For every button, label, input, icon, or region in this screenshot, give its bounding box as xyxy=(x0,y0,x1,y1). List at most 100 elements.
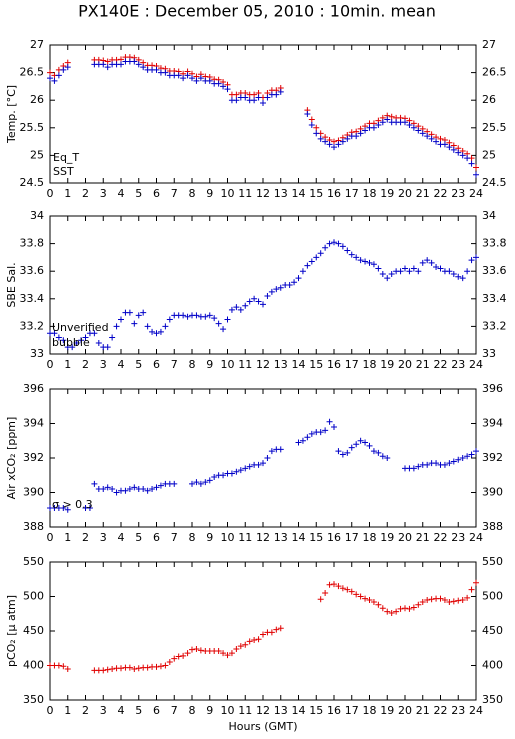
y-axis-label: pCO₂ [μ atm] xyxy=(5,595,18,667)
data-point xyxy=(55,334,62,341)
data-point xyxy=(47,69,53,76)
data-point xyxy=(233,645,240,652)
data-point xyxy=(277,446,284,453)
data-point xyxy=(370,448,377,455)
y-tick-label-right: 33.6 xyxy=(482,264,507,277)
x-tick-label: 3 xyxy=(100,704,107,717)
x-tick-label: 11 xyxy=(238,187,252,200)
data-point xyxy=(140,64,147,71)
y-tick-label-right: 390 xyxy=(482,486,503,499)
data-point xyxy=(268,629,275,636)
data-point xyxy=(393,608,400,615)
data-point xyxy=(184,313,191,320)
data-point xyxy=(166,316,173,323)
data-point xyxy=(410,265,417,272)
data-point xyxy=(264,455,271,461)
data-point xyxy=(255,94,262,101)
data-point xyxy=(73,339,80,346)
x-tick-label: 19 xyxy=(380,187,394,200)
annotation: Unverified xyxy=(52,321,109,334)
data-point xyxy=(317,250,324,257)
data-point xyxy=(459,455,466,461)
data-point xyxy=(326,141,333,148)
data-point xyxy=(455,456,462,463)
x-tick-label: 6 xyxy=(153,704,160,717)
data-point xyxy=(215,80,222,87)
data-point xyxy=(60,66,67,73)
data-point xyxy=(415,127,422,134)
data-point xyxy=(348,588,355,595)
data-point xyxy=(335,141,342,148)
data-point xyxy=(60,337,67,344)
y-tick-label-right: 34 xyxy=(482,209,496,222)
x-tick-label: 18 xyxy=(363,187,377,200)
data-point xyxy=(180,75,187,82)
data-point xyxy=(362,258,369,265)
data-point xyxy=(122,487,129,494)
data-point xyxy=(220,326,227,333)
data-point xyxy=(335,448,342,455)
data-point xyxy=(100,667,107,674)
x-axis-label: Hours (GMT) xyxy=(228,720,297,733)
x-tick-label: 15 xyxy=(309,531,323,544)
x-tick-label: 0 xyxy=(47,187,54,200)
data-point xyxy=(437,265,444,272)
data-point xyxy=(82,334,89,341)
data-point xyxy=(397,605,404,612)
x-tick-label: 6 xyxy=(153,531,160,544)
data-point xyxy=(135,312,142,319)
data-point xyxy=(308,430,315,437)
y-tick-label-right: 388 xyxy=(482,520,503,533)
x-tick-label: 14 xyxy=(292,187,306,200)
data-point xyxy=(157,482,164,489)
data-point xyxy=(251,636,258,643)
data-point xyxy=(424,257,431,264)
data-point xyxy=(384,455,391,461)
x-tick-label: 12 xyxy=(256,704,270,717)
data-point xyxy=(180,652,187,659)
data-point xyxy=(370,261,377,268)
data-point xyxy=(175,72,182,79)
x-tick-label: 15 xyxy=(309,187,323,200)
x-tick-label: 4 xyxy=(118,531,125,544)
y-tick-label: 390 xyxy=(23,486,44,499)
data-point xyxy=(64,665,71,672)
data-point xyxy=(317,596,324,603)
data-point xyxy=(55,72,62,79)
data-point xyxy=(228,470,235,477)
data-point xyxy=(339,585,346,592)
data-point xyxy=(268,288,275,295)
data-point xyxy=(153,66,160,73)
data-point xyxy=(157,328,164,335)
data-point xyxy=(366,596,373,603)
data-point xyxy=(362,127,369,134)
x-tick-label: 19 xyxy=(380,358,394,371)
data-point xyxy=(166,659,173,666)
x-tick-label: 20 xyxy=(398,358,412,371)
data-point xyxy=(233,91,240,98)
x-tick-label: 23 xyxy=(451,358,465,371)
data-point xyxy=(224,652,231,659)
data-point xyxy=(322,590,329,597)
data-point xyxy=(144,664,151,671)
x-tick-label: 24 xyxy=(469,187,483,200)
y-tick-label: 33.4 xyxy=(20,292,45,305)
data-point xyxy=(118,61,124,68)
data-point xyxy=(153,484,160,491)
y-axis-label: Temp. [°C] xyxy=(5,85,18,144)
data-point xyxy=(344,449,351,456)
data-point xyxy=(286,282,293,288)
y-tick-label: 25 xyxy=(30,148,44,161)
data-point xyxy=(353,441,360,448)
data-point xyxy=(370,124,377,131)
chart-title: PX140E : December 05, 2010 : 10min. mean xyxy=(78,2,436,21)
x-tick-label: 6 xyxy=(153,358,160,371)
data-point xyxy=(251,295,258,302)
data-point xyxy=(384,608,391,615)
data-point xyxy=(60,663,67,670)
data-point xyxy=(468,257,475,264)
data-point xyxy=(410,465,417,472)
data-point xyxy=(419,599,426,606)
data-point xyxy=(450,146,457,153)
legend-label: Eq_T xyxy=(53,151,79,164)
